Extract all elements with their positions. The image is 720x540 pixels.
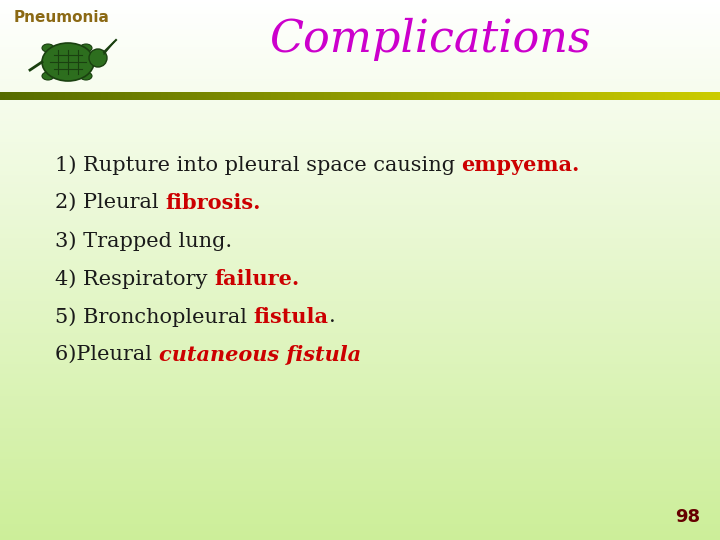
Text: fistula: fistula [253, 307, 328, 327]
Text: Pneumonia: Pneumonia [14, 10, 110, 25]
Text: 98: 98 [675, 508, 700, 526]
Text: .: . [328, 307, 336, 326]
Text: 4) Respiratory: 4) Respiratory [55, 269, 214, 289]
Ellipse shape [80, 72, 92, 80]
Text: 1) Rupture into pleural space causing: 1) Rupture into pleural space causing [55, 155, 462, 174]
Circle shape [89, 49, 107, 67]
Text: cutaneous fistula: cutaneous fistula [158, 345, 361, 365]
Ellipse shape [42, 72, 54, 80]
Text: Complications: Complications [269, 18, 591, 61]
Text: empyema.: empyema. [462, 155, 580, 175]
Ellipse shape [42, 43, 94, 81]
Text: 2) Pleural: 2) Pleural [55, 193, 166, 212]
Ellipse shape [80, 44, 92, 52]
Text: failure.: failure. [214, 269, 300, 289]
Ellipse shape [42, 44, 54, 52]
Text: fibrosis.: fibrosis. [166, 193, 261, 213]
Text: 3) Trapped lung.: 3) Trapped lung. [55, 231, 232, 251]
Text: 5) Bronchopleural: 5) Bronchopleural [55, 307, 253, 327]
Text: 6)Pleural: 6)Pleural [55, 345, 158, 364]
